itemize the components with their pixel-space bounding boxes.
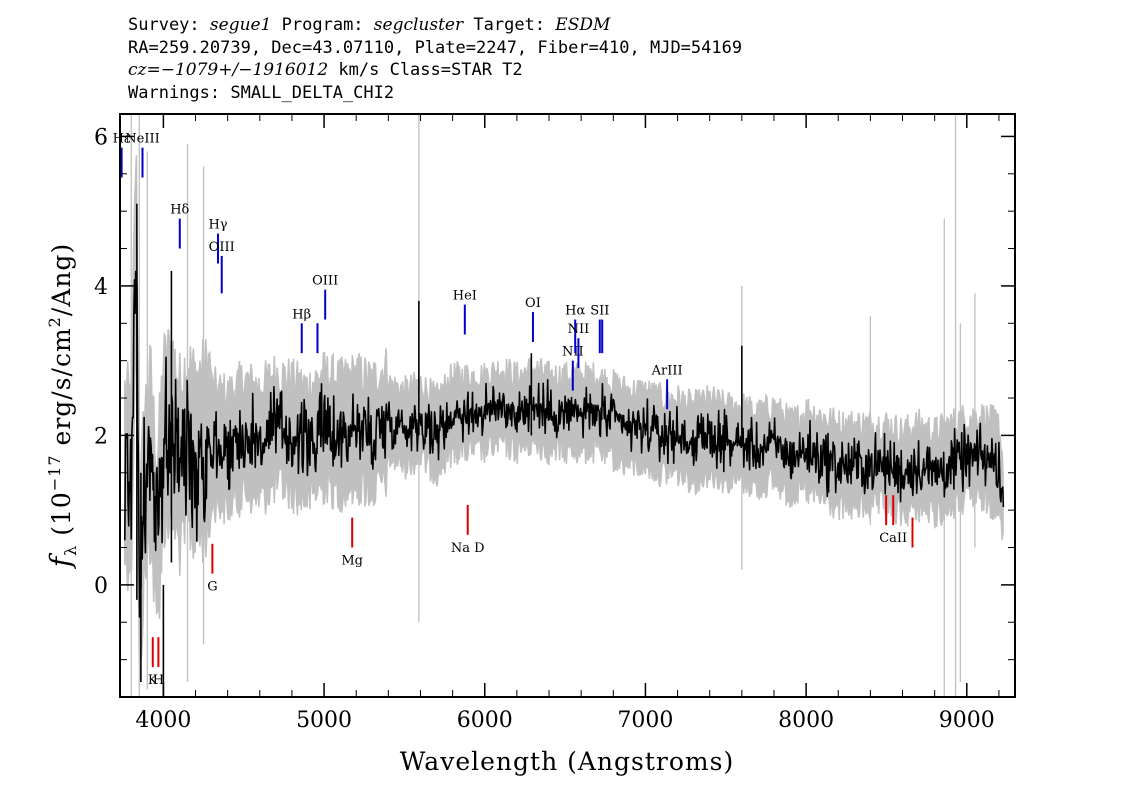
x-tick-label-3: 7000	[617, 708, 673, 733]
x-axis-title: Wavelength (Angstroms)	[400, 747, 734, 776]
plot-frame	[119, 113, 1016, 698]
line-label-20: Na D	[451, 541, 485, 556]
header-line-redshift: cz=−1079+/−1916012 km/s Class=STAR T2	[128, 59, 742, 82]
x-tick-label-2: 6000	[457, 708, 513, 733]
line-label-0: Hε	[113, 132, 131, 147]
line-label-16: K	[148, 673, 158, 688]
line-label-18: G	[207, 580, 217, 595]
line-label-3: Hγ	[208, 218, 227, 233]
error-band	[124, 114, 1004, 697]
y-axis-title: fλ (10−17 erg/s/cm2/Ang)	[44, 243, 80, 569]
spectrum-header: Survey: segue1 Program: segcluster Targe…	[128, 14, 742, 104]
flux-series	[124, 203, 1005, 697]
line-label-9: OI	[525, 296, 541, 311]
axis-ticks: 4000 5000 6000 7000 8000 9000 0 2 4 6	[94, 114, 1015, 733]
line-label-22: CaII	[879, 531, 907, 546]
line-label-13: SII	[590, 304, 609, 319]
header-line-survey: Survey: segue1 Program: segcluster Targe…	[128, 14, 742, 37]
line-label-2: Hδ	[170, 203, 189, 218]
target-label: Target:	[473, 15, 546, 35]
line-label-7: OIII	[312, 274, 338, 289]
line-label-8: HeI	[453, 289, 477, 304]
y-tick-label-0: 0	[94, 574, 108, 599]
line-label-5: Hβ	[292, 307, 311, 322]
line-label-1: NeIII	[125, 132, 159, 147]
line-label-15: ArIII	[651, 363, 683, 378]
survey-value: segue1	[209, 15, 272, 35]
line-label-10: NII	[562, 345, 584, 360]
target-value: ESDM	[555, 15, 611, 35]
line-label-4: OIII	[209, 240, 235, 255]
x-tick-label-1: 5000	[296, 708, 352, 733]
survey-label: Survey:	[128, 15, 200, 35]
y-tick-label-1: 2	[94, 424, 108, 449]
line-label-11: Hα	[565, 304, 585, 319]
header-line-coordinates: RA=259.20739, Dec=43.07110, Plate=2247, …	[128, 37, 743, 58]
redshift-value: cz=−1079+/−1916012	[128, 60, 329, 80]
x-tick-label-4: 8000	[778, 708, 834, 733]
line-label-12: NII	[568, 322, 590, 337]
line-label-17: H	[153, 673, 164, 688]
program-label: Program:	[281, 15, 364, 35]
line-label-19: Mg	[341, 554, 363, 569]
x-tick-label-5: 9000	[939, 708, 995, 733]
header-line-warnings: Warnings: SMALL_DELTA_CHI2	[128, 82, 395, 103]
flux-line	[124, 270, 1005, 618]
program-value: segcluster	[373, 15, 464, 35]
y-tick-label-2: 4	[94, 275, 108, 300]
y-tick-label-3: 6	[94, 125, 108, 150]
x-tick-label-0: 4000	[135, 708, 191, 733]
redshift-class: km/s Class=STAR T2	[328, 60, 523, 80]
